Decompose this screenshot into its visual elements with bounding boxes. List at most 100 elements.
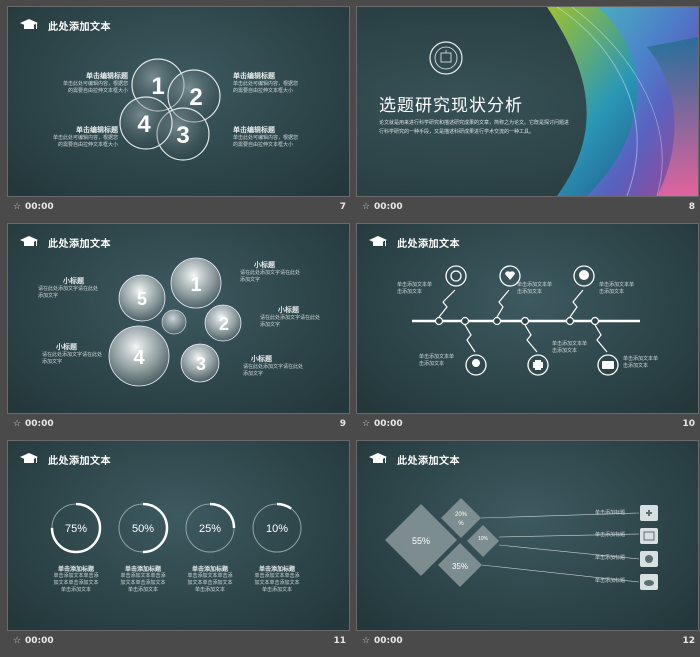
timeline-diagram [412, 265, 640, 376]
slide-title: 此处添加文本 [48, 238, 111, 250]
bubble-number: 1 [190, 274, 201, 296]
ring-text: 加文本单击添加文本 [53, 580, 99, 586]
diamond-label: 10% [478, 536, 489, 542]
slide-header: 此处添加文本 [20, 451, 111, 467]
ring-text: 单击添加文本 [261, 587, 292, 593]
slide-time: 00:00 [25, 636, 54, 646]
row-label: 单击添加标题 [595, 510, 626, 516]
petal-number: 4 [137, 111, 151, 138]
chat-bubble-icon [579, 270, 589, 280]
label-block: 单击编辑标题 单击此处可编辑内容，根据您 的需要自由拉伸文本框大小 [233, 126, 299, 148]
ticket-icon [602, 361, 614, 369]
diamond-label: 35% [452, 562, 468, 571]
ring-caption: 单击添加标题 单击添加文本单击添 加文本单击添加文本 单击添加文本 [46, 564, 106, 594]
timeline-note: 单击添加文本单 击添加文本 [599, 282, 635, 295]
slide-time: 00:00 [374, 202, 403, 212]
diamond-diagram: 55% 20% % 10% 35% [385, 498, 658, 590]
graduation-cap-icon [369, 453, 387, 463]
petal-diagram: 1 2 3 4 [119, 58, 221, 161]
diamond-bottom [438, 543, 482, 587]
diamond-label: 20% [455, 512, 468, 518]
slide-thumb-9[interactable]: 此处添加文本 1 2 3 4 5 小标题 请在此处添加文字请在 [7, 223, 350, 440]
ring-text: 单击添加文本单击添 [53, 573, 99, 579]
ring-caption: 单击添加标题 单击添加文本单击添 加文本单击添加文本 单击添加文本 [247, 564, 307, 594]
diamond-top [441, 498, 481, 538]
slide-10-canvas: 此处添加文本 [356, 223, 699, 414]
slide-time: 00:00 [374, 419, 403, 429]
diamond-big [385, 504, 457, 576]
bubble-diagram: 1 2 3 4 5 [108, 257, 242, 387]
transition-star-icon: ☆ [362, 636, 371, 646]
slide-header: 此处添加文本 [20, 234, 111, 250]
slide-footer: ☆ 00:00 8 [356, 200, 699, 218]
cloud-icon [644, 580, 654, 586]
ring-text: 单击添加文本单击添 [187, 573, 233, 579]
slide-number: 8 [688, 202, 695, 212]
slide-thumb-11[interactable]: 此处添加文本 75% 50% 25% 10% 单击添加标题 单击添加文本单击添 加文本单击… [7, 440, 350, 657]
label-block: 小标题 请在此处添加文字请在此处 添加文字 [42, 343, 103, 365]
row-label: 单击添加标题 [595, 555, 626, 561]
row-label: 单击添加标题 [595, 578, 626, 584]
slide-12-canvas: 此处添加文本 [356, 440, 699, 631]
graduation-cap-icon [20, 453, 38, 463]
timeline-note: 单击添加文本单 击添加文本 [397, 282, 433, 295]
slide-header: 此处添加文本 [369, 234, 460, 250]
petal-number: 3 [176, 122, 189, 149]
transition-star-icon: ☆ [13, 419, 22, 429]
slide-number: 9 [339, 419, 346, 429]
diamond-right [467, 525, 499, 557]
slide-thumb-8[interactable]: 选题研究现状分析 论文就是用来进行科学研究和描述研究成果的文章，简称之为论文。它… [356, 6, 699, 223]
slide-header: 此处添加文本 [369, 451, 460, 467]
slide-title: 此处添加文本 [48, 21, 111, 33]
ring-title: 单击添加标题 [191, 566, 228, 573]
slide-footer: ☆ 00:00 11 [7, 634, 350, 652]
ring-caption: 单击添加标题 单击添加文本单击添 加文本单击添加文本 单击添加文本 [113, 564, 173, 594]
bubble-number: 4 [133, 347, 145, 369]
slide-thumb-7[interactable]: 此处添加文本 1 2 3 4 单击编辑标题 单击此处可编辑内容，根据您 的需要自… [7, 6, 350, 223]
label-block: 小标题 请在此处添加文字请在此处 添加文字 [243, 355, 304, 377]
ring-title: 单击添加标题 [124, 566, 161, 573]
ring-text: 加文本单击添加文本 [187, 580, 233, 586]
transition-star-icon: ☆ [13, 202, 22, 212]
ring-text: 单击添加文本 [127, 587, 158, 593]
label-block: 单击编辑标题 单击此处可编辑内容，根据您 的需要自由拉伸文本框大小 [62, 72, 128, 94]
ring-text: 单击添加文本单击添 [254, 573, 300, 579]
slide-number: 10 [682, 419, 695, 429]
timeline-note: 单击添加文本单 击添加文本 [623, 356, 659, 369]
ring-value: 10% [266, 523, 288, 535]
label-block: 单击编辑标题 单击此处可编辑内容，根据您 的需要自由拉伸文本框大小 [233, 72, 299, 94]
transition-star-icon: ☆ [13, 636, 22, 646]
graduation-cap-icon [20, 236, 38, 246]
slide-footer: ☆ 00:00 9 [7, 417, 350, 435]
petal-number: 1 [151, 73, 164, 100]
timeline-note: 单击添加文本单 击添加文本 [419, 354, 455, 367]
ring-progress [184, 502, 236, 554]
university-seal-icon [429, 41, 463, 75]
label-block: 小标题 请在此处添加文字请在此处 添加文字 [240, 261, 301, 283]
ring-value: 25% [199, 523, 221, 535]
ring-text: 加文本单击添加文本 [120, 580, 166, 586]
slide-time: 00:00 [374, 636, 403, 646]
ring-title: 单击添加标题 [258, 566, 295, 573]
slide-footer: ☆ 00:00 10 [356, 417, 699, 435]
ring-text: 加文本单击添加文本 [254, 580, 300, 586]
slide-8-canvas: 选题研究现状分析 论文就是用来进行科学研究和描述研究成果的文章，简称之为论文。它… [356, 6, 699, 197]
heart-icon [505, 271, 515, 280]
graduation-cap-icon [369, 236, 387, 246]
svg-text:%: % [458, 521, 464, 527]
ring-title: 单击添加标题 [57, 566, 94, 573]
slide-11-canvas: 此处添加文本 75% 50% 25% 10% 单击添加标题 单击添加文本单击添 加文本单击… [7, 440, 350, 631]
ring-text: 单击添加文本 [60, 587, 91, 593]
bubble-number: 3 [196, 354, 206, 374]
label-block: 单击编辑标题 单击此处可编辑内容，根据您 的需要自由拉伸文本框大小 [52, 126, 118, 148]
graduation-cap-icon [20, 19, 38, 29]
diamond-label: 55% [412, 536, 430, 546]
progress-rings: 75% 50% 25% 10% [50, 502, 303, 554]
ring-text: 单击添加文本单击添 [120, 573, 166, 579]
slide-thumb-12[interactable]: 此处添加文本 [356, 440, 699, 657]
slide-8-body: 论文就是用来进行科学研究和描述研究成果的文章，简称之为论文。它既是探讨问题进行科… [379, 120, 570, 135]
slide-thumb-10[interactable]: 此处添加文本 [356, 223, 699, 440]
petal-number: 2 [189, 84, 202, 111]
slide-number: 7 [339, 202, 346, 212]
slide-time: 00:00 [25, 202, 54, 212]
